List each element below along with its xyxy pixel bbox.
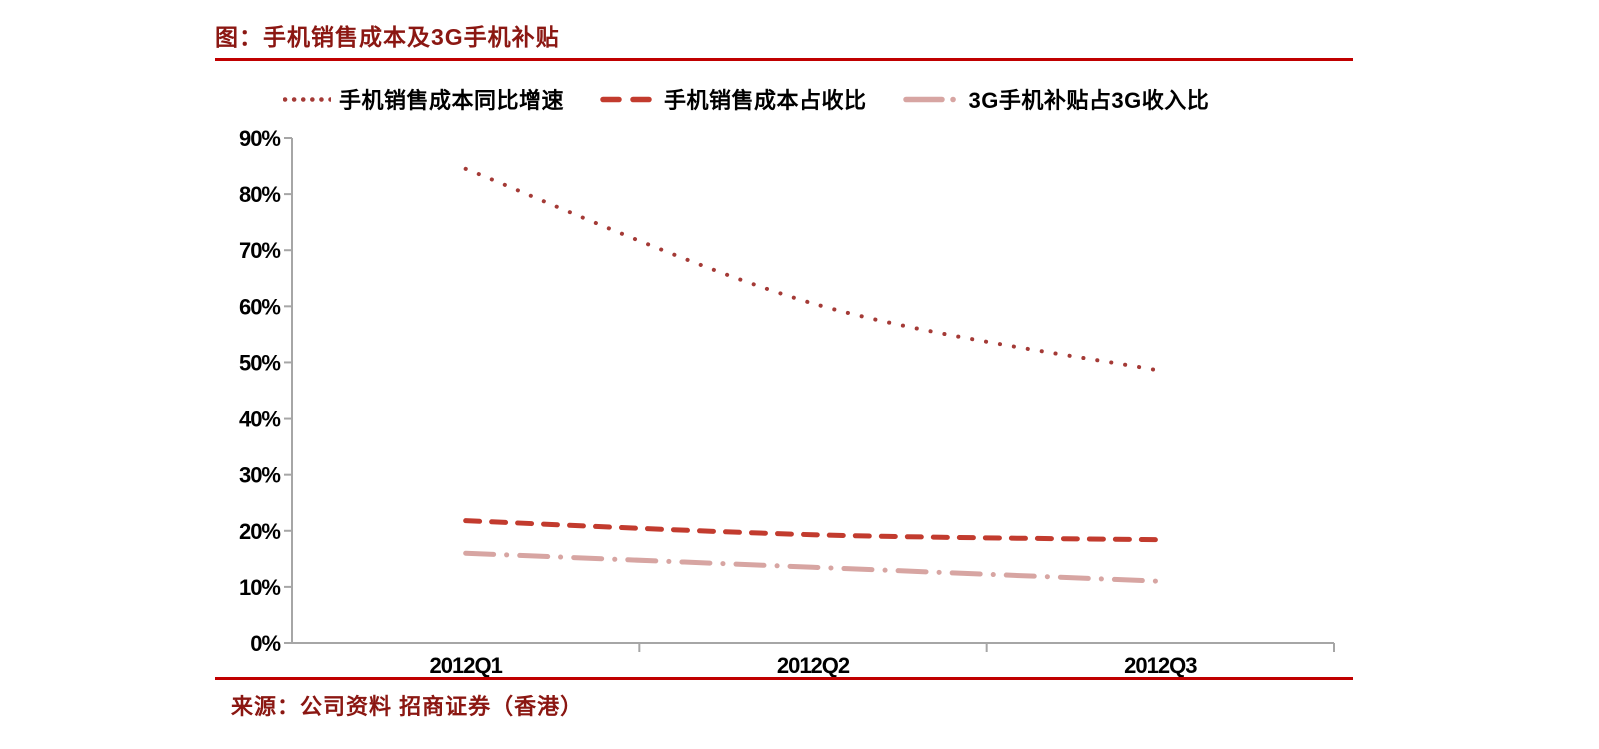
dashed-line-marker-icon [600,96,656,102]
legend-label-subsidy-ratio: 3G手机补贴占3G收入比 [968,88,1210,113]
legend-item-cost-growth: 手机销售成本同比增速 [283,83,564,115]
legend-label-cost-growth: 手机销售成本同比增速 [339,88,565,113]
footer-divider-rule [215,677,1353,680]
chart-legend: 手机销售成本同比增速 手机销售成本占收比 3G手机补贴占3G收入比 [283,83,1209,115]
y-tick-label: 40% [239,407,280,432]
x-tick-label: 2012Q3 [1124,653,1197,678]
y-tick-label: 10% [239,575,280,600]
title-divider-rule [215,58,1353,61]
y-tick-label: 0% [250,631,280,656]
y-tick-label: 90% [239,126,280,151]
legend-item-subsidy-ratio: 3G手机补贴占3G收入比 [902,83,1210,115]
chart-title: 图：手机销售成本及3G手机补贴 [215,24,560,50]
x-tick-label: 2012Q2 [777,653,850,678]
source-attribution: 来源：公司资料 招商证券（香港） [231,694,584,719]
y-tick-label: 20% [239,519,280,544]
dotted-line-marker-icon [283,96,331,102]
series-line-0-dotted [463,166,1163,373]
dashdot-line-marker-icon [902,96,961,102]
y-tick-label: 30% [239,463,280,488]
series-line-1-dashed [463,518,1163,543]
x-tick-label: 2012Q1 [430,653,503,678]
legend-label-cost-ratio: 手机销售成本占收比 [664,88,867,113]
y-tick-label: 60% [239,294,280,319]
series-line-2-dashdot [463,550,1163,584]
legend-item-cost-ratio: 手机销售成本占收比 [600,83,867,115]
y-tick-label: 70% [239,238,280,263]
y-tick-label: 80% [239,182,280,207]
y-tick-label: 50% [239,350,280,375]
